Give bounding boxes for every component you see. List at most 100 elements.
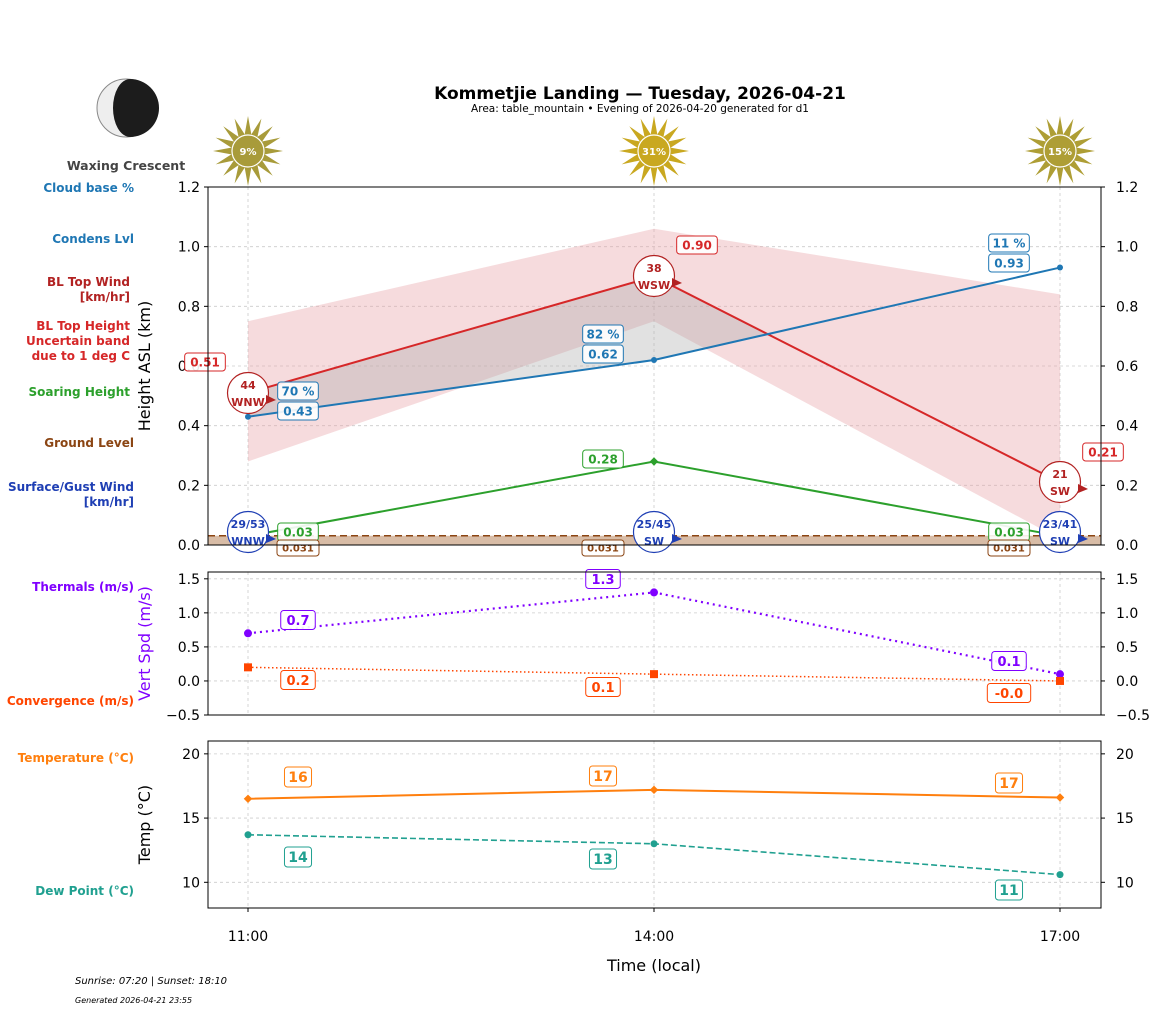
surface-wind-direction: SW (644, 535, 664, 548)
thermals-label: 1.3 (591, 573, 614, 588)
thermals-point (650, 588, 658, 597)
bl-top-label: 0.21 (1088, 445, 1118, 459)
temperature-point (649, 785, 659, 795)
convergence-label-box (986, 683, 1032, 703)
temperature-label-box (994, 772, 1024, 794)
convergence-label: 0.2 (286, 674, 309, 689)
surface-wind-circle (632, 510, 676, 554)
bl-wind-direction: WNW (231, 396, 264, 409)
dew-point-label: 14 (288, 850, 308, 866)
surface-wind-direction: WNW (231, 535, 264, 548)
label-condens: Condens Lvl (52, 232, 134, 246)
y-tick-label: 1.0 (178, 240, 200, 256)
y-tick-label: −0.5 (166, 708, 200, 724)
x-tick-label: 17:00 (1040, 929, 1080, 945)
y-tick-label-right: 0.6 (1116, 359, 1138, 375)
ground-label: 0.031 (993, 544, 1025, 555)
surface-wind-speed: 23/41 (1043, 518, 1078, 531)
cloud-pct-label: 82 % (587, 327, 620, 341)
dew-point-point (244, 831, 252, 839)
sun-disc (1043, 134, 1077, 168)
ground-label: 0.031 (587, 544, 619, 555)
moon-phase-label: Waxing Crescent (67, 158, 185, 173)
bl-wind-speed: 38 (646, 262, 661, 275)
convergence-point (650, 670, 658, 679)
convergence-label: 0.1 (591, 681, 614, 696)
cloud-pct-label-box (582, 324, 624, 344)
bl-wind-direction: WSW (638, 279, 670, 292)
y-tick-label-right: 20 (1116, 747, 1134, 763)
label-cloud-base: Cloud base % (43, 181, 134, 195)
ground-label-box (581, 539, 625, 557)
thermals-label-box (585, 569, 621, 589)
y-tick-label-right: 1.0 (1116, 606, 1138, 622)
soaring-point (649, 457, 659, 466)
surface-wind-circle (226, 510, 270, 554)
bl-wind-arrow-icon (1078, 484, 1088, 493)
cloud-base-point (245, 413, 251, 420)
y-tick-label-right: 1.2 (1116, 180, 1138, 196)
sun-cover-label: 9% (240, 147, 257, 158)
convergence-label-box (280, 670, 316, 690)
surface-wind-arrow-icon (1078, 534, 1088, 543)
y-axis-label: Temp (°C) (135, 785, 154, 865)
y-axis-label: Height ASL (km) (135, 301, 154, 431)
convergence-line (247, 666, 1061, 682)
cloud-base-label-box (988, 253, 1030, 273)
label-surface-wind: Surface/Gust Wind [km/hr] (8, 480, 134, 509)
temperature-label: 16 (288, 770, 307, 786)
bl-wind-circle (226, 371, 270, 415)
bl-top-label: 0.90 (682, 238, 712, 252)
cloud-base-point (1057, 264, 1063, 271)
dew-point-point (650, 840, 658, 848)
sun-cover-label: 15% (1048, 147, 1072, 158)
label-thermals: Thermals (m/s) (32, 580, 134, 594)
thermals-point (244, 629, 252, 638)
temperature-label-box (283, 766, 313, 788)
y-tick-label-right: 1.0 (1116, 240, 1138, 256)
bl-top-label-box (676, 235, 718, 255)
x-tick-label: 14:00 (634, 929, 674, 945)
y-tick-label: 1.2 (178, 180, 200, 196)
cloud-overlap-area (248, 276, 768, 417)
y-tick-label: 0.5 (178, 640, 200, 656)
cloud-base-label: 0.43 (283, 404, 313, 418)
convergence-point (1056, 676, 1064, 685)
ground-label-box (276, 539, 320, 557)
dew-point-label-box (588, 848, 618, 870)
cloud-pct-label: 70 % (282, 384, 315, 398)
bl-wind-arrow-icon (266, 395, 276, 404)
y-axis-label: Vert Spd (m/s) (135, 586, 154, 701)
label-dew: Dew Point (°C) (35, 884, 134, 898)
bl-wind-speed: 44 (240, 379, 256, 392)
y-tick-label-right: 15 (1116, 811, 1134, 827)
y-tick-label: 10 (182, 875, 200, 891)
dew-point-point (1056, 871, 1064, 879)
sun-disc (231, 134, 265, 168)
label-ground: Ground Level (44, 436, 134, 450)
cloud-base-label: 0.93 (994, 256, 1024, 270)
temperature-label: 17 (999, 776, 1018, 792)
soaring-label: 0.03 (283, 525, 313, 539)
label-convergence: Convergence (m/s) (7, 694, 134, 708)
bl-top-label-box (1082, 442, 1124, 462)
y-tick-label: 0.4 (178, 419, 200, 435)
cloud-pct-label-box (277, 381, 319, 401)
waxing-crescent-moon-icon (96, 78, 160, 138)
label-bl-height: BL Top Height Uncertain band due to 1 deg … (26, 319, 130, 363)
bl-wind-arrow-icon (672, 278, 682, 287)
chart-title: Kommetjie Landing — Tuesday, 2026-04-21 (434, 84, 846, 104)
y-tick-label: 0.0 (178, 538, 200, 554)
y-tick-label: 0.2 (178, 478, 200, 494)
label-soaring: Soaring Height (29, 385, 131, 399)
dew-point-label-box (994, 879, 1024, 901)
soaring-label: 0.03 (994, 525, 1024, 539)
soaring-label-box (582, 449, 624, 469)
bl-top-label: 0.51 (190, 355, 220, 369)
cloud-pct-label-box (988, 233, 1030, 253)
bl-wind-direction: SW (1050, 485, 1070, 498)
sun-disc (637, 134, 671, 168)
y-tick-label: 15 (182, 811, 200, 827)
cloud-base-label-box (582, 344, 624, 364)
